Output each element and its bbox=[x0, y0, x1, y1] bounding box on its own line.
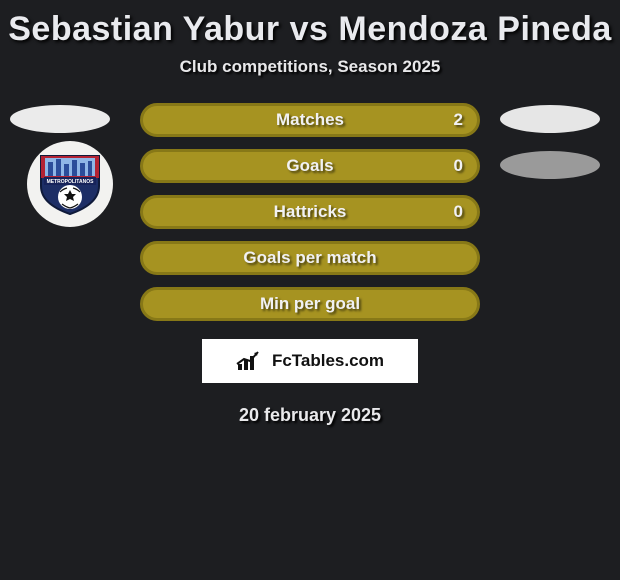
stat-bar-gpm: Goals per match bbox=[140, 241, 480, 275]
player-right-badge bbox=[500, 105, 600, 133]
stat-row: Goals per match bbox=[0, 241, 620, 287]
stat-value: 0 bbox=[454, 156, 463, 176]
stat-value: 0 bbox=[454, 202, 463, 222]
player-right-badge bbox=[500, 151, 600, 179]
stat-bar-matches: Matches 2 bbox=[140, 103, 480, 137]
page-title: Sebastian Yabur vs Mendoza Pineda bbox=[0, 4, 620, 57]
stat-label: Goals bbox=[286, 156, 333, 176]
stat-bar-goals: Goals 0 bbox=[140, 149, 480, 183]
stat-label: Matches bbox=[276, 110, 344, 130]
stat-value: 2 bbox=[454, 110, 463, 130]
chart-icon bbox=[236, 350, 266, 372]
stat-label: Goals per match bbox=[243, 248, 376, 268]
stat-bar-mpg: Min per goal bbox=[140, 287, 480, 321]
stat-row: METROPOLITANOS Goals 0 bbox=[0, 149, 620, 195]
brand-logo[interactable]: FcTables.com bbox=[202, 339, 418, 383]
date-text: 20 february 2025 bbox=[0, 405, 620, 426]
stat-row: Min per goal bbox=[0, 287, 620, 333]
stat-label: Min per goal bbox=[260, 294, 360, 314]
stat-label: Hattricks bbox=[274, 202, 347, 222]
subtitle: Club competitions, Season 2025 bbox=[0, 57, 620, 77]
stat-row: Hattricks 0 bbox=[0, 195, 620, 241]
brand-text: FcTables.com bbox=[272, 351, 384, 371]
stat-bar-hattricks: Hattricks 0 bbox=[140, 195, 480, 229]
player-left-badge bbox=[10, 105, 110, 133]
svg-text:METROPOLITANOS: METROPOLITANOS bbox=[47, 179, 95, 185]
